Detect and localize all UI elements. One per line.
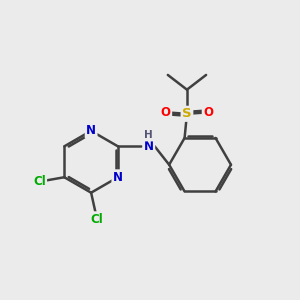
- Text: N: N: [144, 140, 154, 153]
- Text: H: H: [144, 130, 153, 140]
- Text: S: S: [182, 107, 192, 120]
- Text: O: O: [161, 106, 171, 119]
- Text: N: N: [86, 124, 96, 137]
- Text: O: O: [203, 106, 213, 119]
- Text: Cl: Cl: [33, 175, 46, 188]
- Text: Cl: Cl: [91, 213, 103, 226]
- Text: N: N: [113, 171, 123, 184]
